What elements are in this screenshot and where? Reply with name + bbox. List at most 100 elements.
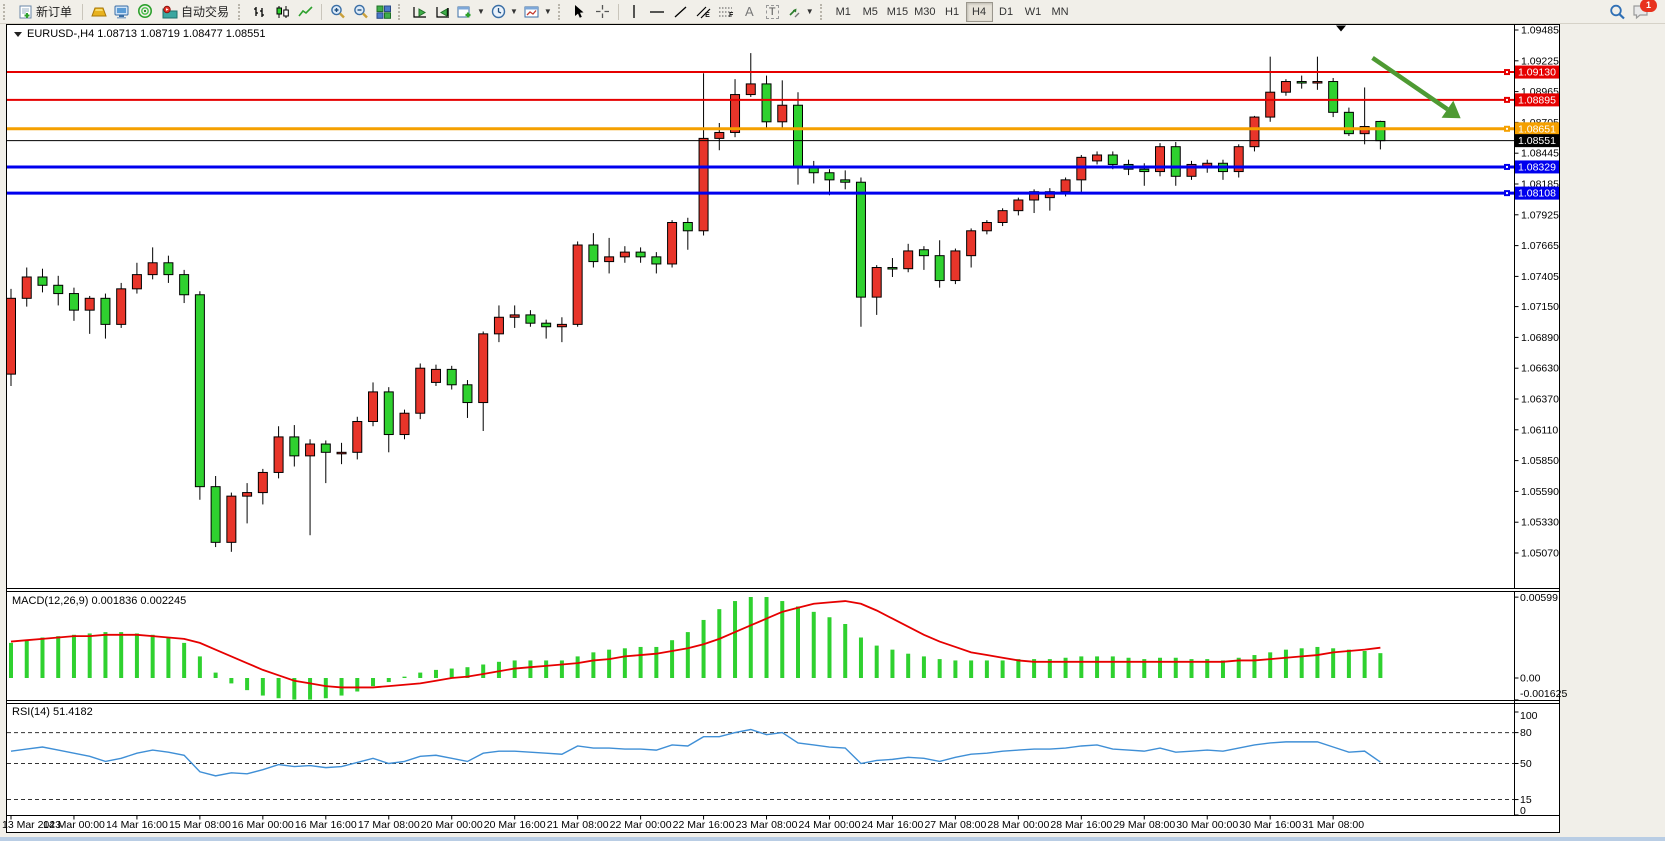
chart-shift-marker[interactable]	[1336, 25, 1346, 32]
candle	[289, 436, 300, 457]
candle	[462, 384, 473, 404]
candle	[1155, 146, 1166, 173]
candle	[1060, 179, 1071, 193]
crosshair-icon	[595, 5, 609, 18]
price-line-tag-label: 1.08651	[1518, 123, 1556, 135]
gold-ingot-button[interactable]	[87, 2, 110, 22]
price-line-tag	[1515, 186, 1559, 200]
cursor-tool-button[interactable]	[568, 2, 591, 22]
rsi-axis-label: 80	[1520, 727, 1532, 739]
candle	[604, 256, 615, 263]
candle	[68, 293, 79, 311]
macd-histogram-bar	[386, 678, 391, 683]
signals-icon	[137, 4, 152, 18]
template-icon	[524, 6, 539, 17]
toolbar-grip[interactable]	[3, 3, 9, 20]
macd-histogram-bar	[56, 636, 61, 678]
label-tool-glyph: T	[765, 4, 779, 19]
candle	[383, 391, 394, 436]
autotrading-button[interactable]: 自动交易	[156, 2, 235, 22]
candle	[1328, 81, 1339, 113]
candle	[320, 443, 331, 453]
timeframe-button-W1[interactable]: W1	[1020, 2, 1047, 22]
new-chart-dropdown[interactable]: ▼	[454, 2, 488, 22]
macd-histogram-bar	[260, 678, 265, 696]
candle	[698, 137, 709, 232]
timeframe-button-M5[interactable]: M5	[857, 2, 884, 22]
candle	[588, 244, 599, 263]
macd-histogram-bar	[921, 656, 926, 678]
candle	[1170, 146, 1181, 177]
remote-terminal-button[interactable]	[110, 2, 133, 22]
macd-axis-label: 0.00599	[1520, 592, 1558, 604]
timeframe-button-H4[interactable]: H4	[965, 1, 993, 22]
macd-histogram-bar	[858, 637, 863, 678]
chart-shift-button[interactable]	[431, 2, 454, 22]
toolbar-grip[interactable]	[557, 3, 564, 20]
fibonacci-tool-button[interactable]: F	[715, 2, 738, 22]
timeframe-button-M1[interactable]: M1	[830, 2, 857, 22]
candle	[997, 210, 1008, 223]
candle	[1233, 146, 1244, 173]
profiles-dropdown[interactable]: ▼	[488, 2, 521, 22]
macd-histogram-bar	[559, 660, 564, 678]
macd-histogram-bar	[355, 678, 360, 692]
macd-histogram-bar	[134, 633, 139, 678]
arrows-tool-icon	[789, 8, 800, 17]
candle	[273, 436, 284, 473]
candle	[1280, 81, 1291, 93]
crosshair-tool-button[interactable]	[591, 2, 614, 22]
text-label-tool-button[interactable]: T	[761, 2, 784, 22]
macd-label: MACD(12,26,9) 0.001836 0.002245	[12, 595, 187, 607]
macd-histogram-bar	[103, 632, 108, 678]
date-label: 27 Mar 08:00	[924, 819, 986, 831]
autoscroll-button[interactable]	[408, 2, 431, 22]
toolbar-grip[interactable]	[819, 3, 826, 20]
date-label: 21 Mar 08:00	[547, 819, 609, 831]
trend-arrow-annotation[interactable]	[1371, 55, 1449, 112]
macd-histogram-bar	[182, 642, 187, 678]
candle	[194, 294, 205, 488]
templates-dropdown[interactable]: ▼	[521, 2, 555, 22]
notification-badge: 1	[1640, 0, 1657, 12]
macd-histogram-bar	[1299, 648, 1304, 678]
text-tool-button[interactable]: A	[738, 2, 761, 22]
candle	[242, 492, 253, 497]
chart-window[interactable]	[6, 24, 1560, 833]
fibonacci-sub-label: F	[729, 11, 734, 19]
price-line-tag-label: 1.08329	[1518, 161, 1556, 173]
vertical-line-tool-button[interactable]	[623, 2, 646, 22]
horizontal-line-tool-button[interactable]	[646, 2, 669, 22]
timeframe-button-H1[interactable]: H1	[939, 2, 966, 22]
trend-arrow-head	[1441, 100, 1461, 119]
toolbar-grip[interactable]	[398, 3, 404, 20]
channel-tool-button[interactable]: E	[692, 2, 715, 22]
zoom-in-button[interactable]	[326, 2, 349, 22]
date-label: 28 Mar 16:00	[1050, 819, 1112, 831]
candlestick-chart-button[interactable]	[271, 2, 294, 22]
arrows-tool-dropdown[interactable]: ▼	[784, 2, 817, 22]
collapse-icon[interactable]	[14, 31, 22, 37]
macd-histogram-bar	[811, 611, 816, 678]
price-axis-label: 1.05850	[1521, 455, 1559, 467]
timeframe-button-MN[interactable]: MN	[1047, 2, 1074, 22]
toolbar-grip[interactable]	[238, 3, 244, 20]
signals-button[interactable]	[133, 2, 156, 22]
timeframe-button-M30[interactable]: M30	[911, 2, 938, 22]
zoom-out-button[interactable]	[349, 2, 372, 22]
macd-histogram-bar	[213, 672, 218, 678]
timeframe-button-M15[interactable]: M15	[884, 2, 911, 22]
candle	[824, 172, 835, 181]
line-chart-button[interactable]	[294, 2, 317, 22]
search-button[interactable]	[1606, 2, 1629, 22]
price-line-tag	[1515, 134, 1559, 148]
new-order-button[interactable]: 新订单	[13, 2, 78, 22]
date-label: 15 Mar 08:00	[169, 819, 231, 831]
timeframe-button-D1[interactable]: D1	[993, 2, 1020, 22]
bar-chart-button[interactable]	[248, 2, 271, 22]
candle	[1312, 81, 1323, 84]
tile-windows-button[interactable]	[372, 2, 395, 22]
notifications-button[interactable]: 1	[1629, 0, 1657, 22]
trendline-tool-button[interactable]	[669, 2, 692, 22]
macd-histogram-bar	[622, 648, 627, 678]
